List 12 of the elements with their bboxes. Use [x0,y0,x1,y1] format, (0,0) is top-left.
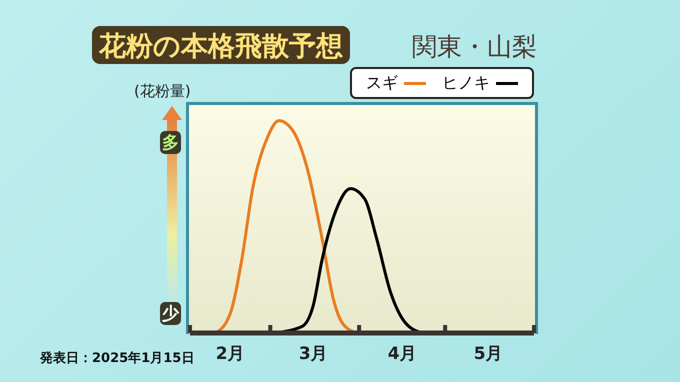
chart-subtitle: 関東・山梨 [412,31,537,63]
legend-label: ヒノキ [442,72,490,94]
x-tick-label: 5月 [474,344,503,364]
text: 少 [160,302,181,325]
chart-title: 花粉の本格飛散予想 [98,31,343,62]
x-tick-label: 3月 [298,344,328,364]
legend-label: スギ [366,72,398,94]
x-tick-label: 4月 [388,344,417,364]
text: 発表日：2025年1月15日 [40,350,194,367]
x-tick-label: 2月 [216,344,245,364]
text: 多 [160,131,181,154]
y-axis-title: (花粉量) [134,82,191,101]
